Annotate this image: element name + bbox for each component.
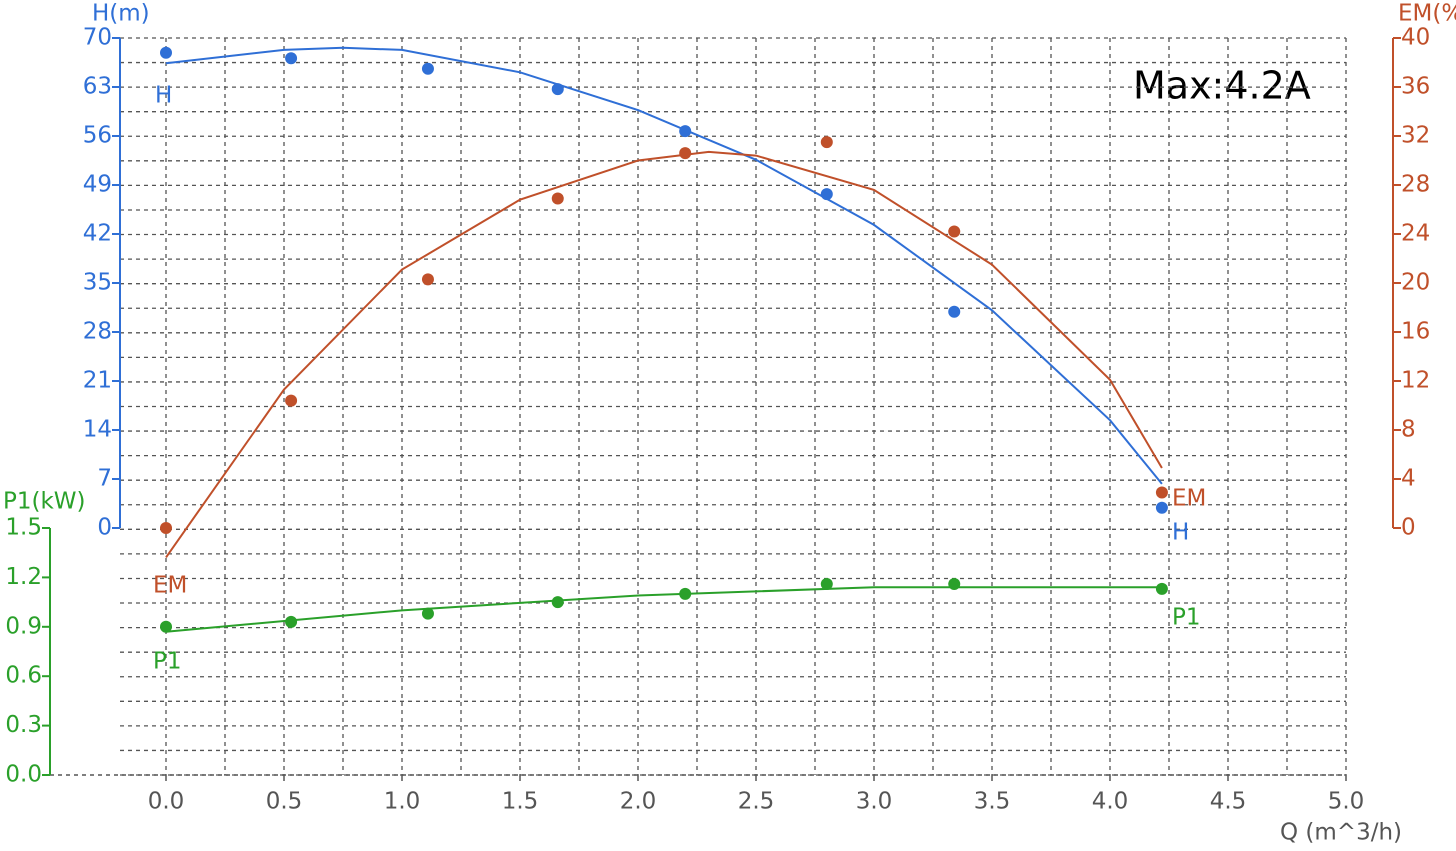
y2-tick-label: 8 [1401, 417, 1416, 443]
x-axis-title: Q (m^3/h) [1280, 820, 1402, 846]
data-point [551, 192, 564, 205]
y3-tick-label: 1.5 [5, 515, 42, 541]
data-point [820, 577, 833, 590]
data-point [948, 225, 961, 238]
data-point [820, 188, 833, 201]
data-point [679, 125, 692, 138]
y-tick-label: 7 [97, 466, 112, 492]
y2-tick-label: 12 [1401, 368, 1430, 394]
data-point [551, 83, 564, 96]
y2-tick-label: 0 [1401, 515, 1416, 541]
y2-tick-label: 20 [1401, 270, 1430, 296]
y-axis-title: H(m) [92, 1, 150, 27]
x-tick-label: 4.5 [1210, 789, 1247, 815]
y-tick-label: 28 [83, 319, 112, 345]
x-tick-label: 2.0 [620, 789, 657, 815]
x-tick-label: 5.0 [1328, 789, 1365, 815]
y-tick-label: 21 [83, 368, 112, 394]
y3-tick-label: 0.0 [5, 762, 42, 788]
y-tick-label: 56 [83, 123, 112, 149]
data-point [421, 273, 434, 286]
y2-tick-label: 40 [1401, 25, 1430, 51]
y-tick-label: 70 [83, 25, 112, 51]
y3-tick-label: 1.2 [5, 564, 42, 590]
y3-axis-title: P1(kW) [3, 489, 86, 515]
y-tick-label: 49 [83, 172, 112, 198]
fit-line [165, 586, 1162, 633]
data-point [948, 305, 961, 318]
data-point [1155, 582, 1168, 595]
data-point [948, 577, 961, 590]
x-tick-label: 0.0 [148, 789, 185, 815]
y-tick-label: 42 [83, 221, 112, 247]
y-tick-label: 0 [97, 515, 112, 541]
y2-tick-label: 36 [1401, 74, 1430, 100]
data-point [1155, 486, 1168, 499]
series-label: EM [153, 573, 187, 599]
x-tick-label: 0.5 [266, 789, 303, 815]
data-point [160, 522, 172, 534]
x-tick-label: 1.0 [384, 789, 421, 815]
data-point [820, 136, 833, 149]
x-tick-label: 2.5 [738, 789, 775, 815]
data-point [679, 147, 692, 160]
x-tick-label: 4.0 [1092, 789, 1129, 815]
series-label: P1 [153, 649, 182, 675]
series-label: P1 [1172, 605, 1201, 631]
y2-tick-label: 28 [1401, 172, 1430, 198]
y2-tick-label: 24 [1401, 221, 1430, 247]
x-tick-label: 1.5 [502, 789, 539, 815]
data-point [551, 596, 564, 609]
y-tick-label: 14 [83, 417, 112, 443]
fit-line [165, 150, 1163, 558]
x-tick-label: 3.5 [974, 789, 1011, 815]
data-point [285, 394, 298, 407]
data-point [160, 620, 172, 633]
y3-tick-label: 0.9 [5, 613, 42, 639]
data-point [285, 615, 298, 628]
y-tick-label: 35 [83, 270, 112, 296]
y2-tick-label: 16 [1401, 319, 1430, 345]
y2-tick-label: 4 [1401, 466, 1416, 492]
y3-tick-label: 0.6 [5, 663, 42, 689]
data-point [160, 46, 172, 59]
series-label: H [155, 83, 172, 109]
data-point [285, 52, 298, 65]
y2-tick-label: 32 [1401, 123, 1430, 149]
y2-axis-title: EM(%) [1398, 1, 1456, 27]
series-label: EM [1172, 486, 1206, 512]
data-point [679, 587, 692, 600]
y-tick-label: 63 [83, 74, 112, 100]
data-point [421, 607, 434, 620]
y3-tick-label: 0.3 [5, 712, 42, 738]
series-label: H [1172, 520, 1189, 546]
x-tick-label: 3.0 [856, 789, 893, 815]
data-point [421, 62, 434, 75]
fit-line [165, 46, 1163, 485]
annotation: Max:4.2A [1133, 64, 1311, 108]
data-point [1155, 501, 1168, 514]
